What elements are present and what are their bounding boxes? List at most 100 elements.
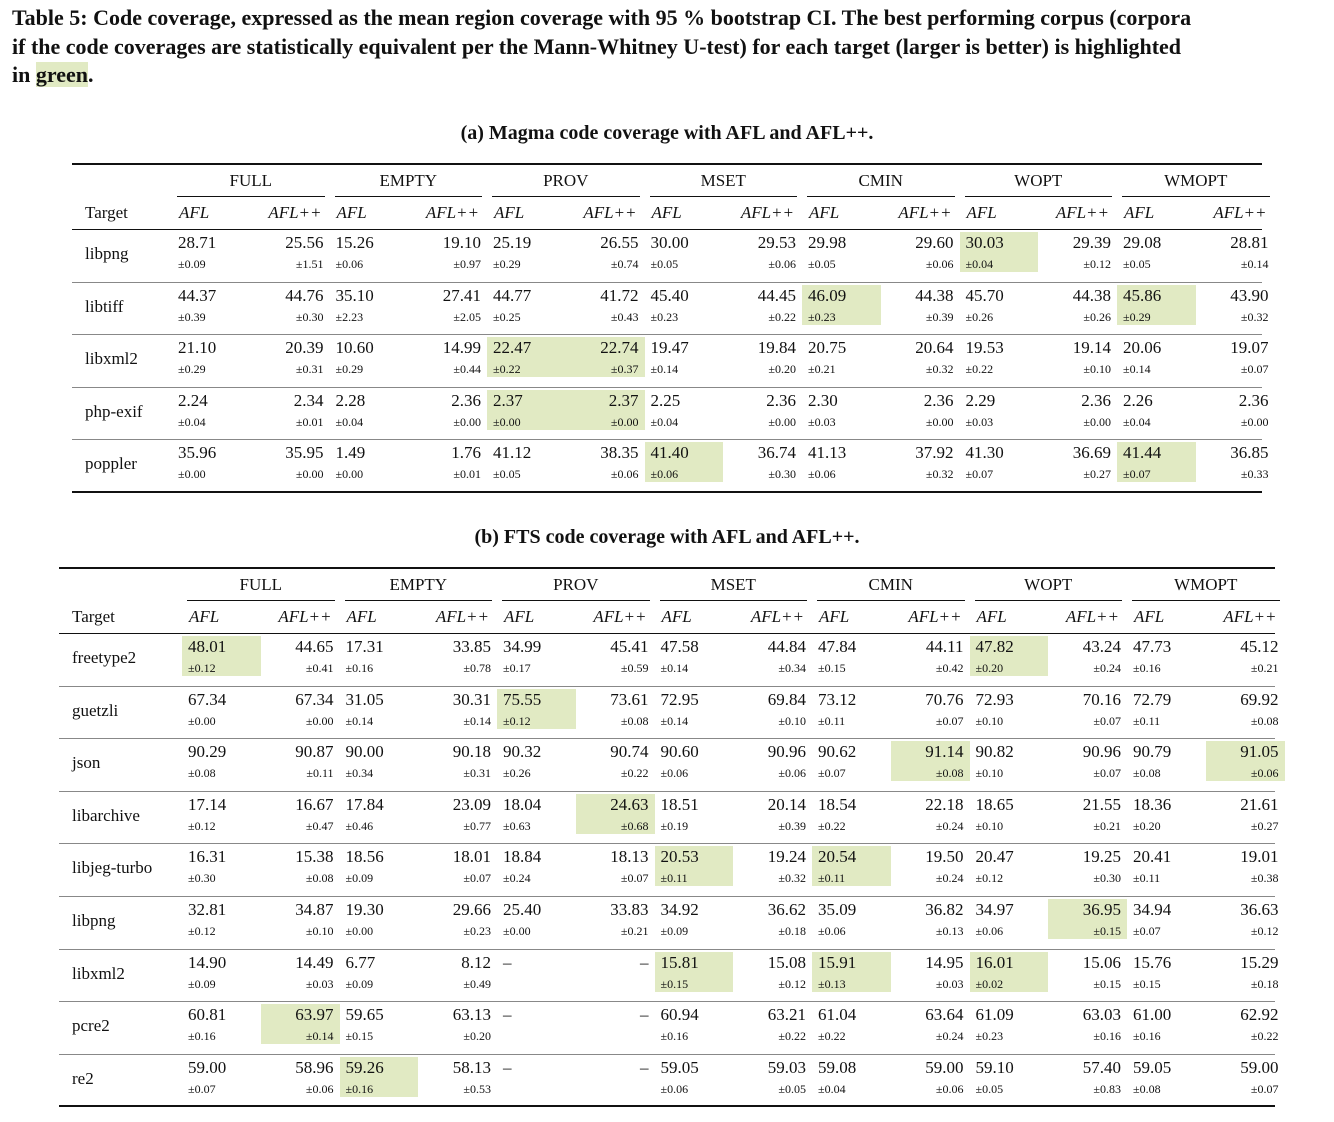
coverage-ci: ±0.11 xyxy=(818,713,846,728)
coverage-mean: 69.84 xyxy=(767,689,806,709)
coverage-ci: ±0.00 xyxy=(503,924,531,938)
coverage-ci: ±0.12 xyxy=(1250,924,1279,938)
coverage-mean: 34.92 xyxy=(660,900,699,919)
coverage-mean: 15.76 xyxy=(1133,952,1172,972)
coverage-cell: 32.81 ±0.12 xyxy=(182,899,261,939)
coverage-ci: ±0.68 xyxy=(620,818,649,833)
coverage-mean: 20.47 xyxy=(975,847,1014,867)
coverage-mean: 20.75 xyxy=(808,338,847,358)
coverage-ci: ±0.08 xyxy=(1133,1081,1161,1096)
coverage-cell: 19.01 ±0.38 xyxy=(1206,846,1285,886)
coverage-mean: 70.76 xyxy=(925,689,964,709)
coverage-cell: 19.25 ±0.30 xyxy=(1048,846,1127,886)
coverage-ci: ±0.20 xyxy=(768,362,796,377)
coverage-mean: 60.81 xyxy=(188,1005,227,1025)
coverage-cell: 21.55 ±0.21 xyxy=(1048,794,1127,834)
coverage-cell: 28.81 ±0.14 xyxy=(1196,232,1275,272)
coverage-ci: ±0.09 xyxy=(188,976,216,991)
best-coverage-cell: 75.55 ±0.12 xyxy=(497,688,576,729)
coverage-mean: 2.25 xyxy=(650,390,681,410)
coverage-cell: 44.45 ±0.22 xyxy=(723,285,802,325)
coverage-cell: 34.99 ±0.17 xyxy=(497,636,576,676)
best-coverage-cell: 41.44 ±0.07 xyxy=(1117,442,1196,483)
row-separator xyxy=(72,281,1262,283)
coverage-cell: 19.47 ±0.14 xyxy=(645,337,724,377)
coverage-cell: 25.40 ±0.00 xyxy=(497,899,576,939)
target-name: libtiff xyxy=(85,296,124,316)
coverage-cell: 36.63 ±0.12 xyxy=(1206,899,1285,939)
target-name: libxml2 xyxy=(85,349,138,369)
coverage-mean: 25.19 xyxy=(493,233,532,252)
column-header-aflpp: AFL++ xyxy=(593,607,647,626)
coverage-ci: ±0.09 xyxy=(660,924,689,938)
target-name: libjeg-turbo xyxy=(72,858,153,878)
coverage-cell: 63.21 ±0.22 xyxy=(733,1004,812,1044)
coverage-mean: 38.35 xyxy=(600,443,639,463)
coverage-mean: 15.08 xyxy=(767,952,806,972)
coverage-ci: ±0.13 xyxy=(935,924,964,938)
coverage-ci: ±0.29 xyxy=(1123,309,1151,324)
coverage-ci: ±0.21 xyxy=(808,362,836,377)
coverage-mean: 1.76 xyxy=(451,443,481,463)
coverage-mean: 19.47 xyxy=(650,338,689,358)
coverage-ci: ±0.30 xyxy=(188,871,216,886)
coverage-mean: 15.81 xyxy=(660,952,699,972)
coverage-cell: 44.76 ±0.30 xyxy=(251,285,330,325)
coverage-mean: 63.97 xyxy=(295,1005,334,1025)
coverage-mean: 29.66 xyxy=(452,900,491,919)
coverage-cell: 19.50 ±0.24 xyxy=(891,846,970,886)
coverage-ci: ±0.08 xyxy=(188,766,216,781)
best-coverage-cell: 15.91 ±0.13 xyxy=(812,951,891,992)
coverage-ci: ±2.23 xyxy=(335,309,364,324)
coverage-cell: 72.79 ±0.11 xyxy=(1127,689,1206,729)
column-group-rule xyxy=(344,600,492,601)
coverage-ci: ±0.09 xyxy=(345,976,374,991)
coverage-mean: 28.81 xyxy=(1230,233,1269,252)
coverage-cell: 23.09 ±0.77 xyxy=(418,794,497,834)
coverage-mean: 90.87 xyxy=(295,742,334,762)
coverage-cell: 29.98 ±0.05 xyxy=(802,232,881,272)
coverage-ci: ±0.20 xyxy=(1133,818,1161,833)
coverage-cell: 90.79 ±0.08 xyxy=(1127,741,1206,781)
coverage-ci: ±0.24 xyxy=(935,818,964,833)
coverage-mean: 67.34 xyxy=(295,689,334,709)
coverage-ci: ±0.78 xyxy=(463,661,491,675)
coverage-ci: ±0.49 xyxy=(463,976,491,991)
coverage-cell: – xyxy=(576,952,655,992)
column-group-rule xyxy=(807,196,955,197)
coverage-ci: ±0.32 xyxy=(1240,309,1269,324)
coverage-mean: 17.31 xyxy=(345,637,384,656)
coverage-ci: ±0.00 xyxy=(925,414,954,429)
coverage-cell: 47.73 ±0.16 xyxy=(1127,636,1206,676)
coverage-cell: 34.87 ±0.10 xyxy=(261,899,340,939)
coverage-mean: 19.10 xyxy=(442,233,481,252)
coverage-mean: 47.84 xyxy=(818,637,857,656)
coverage-cell: 2.36 ±0.00 xyxy=(881,390,960,430)
coverage-mean: 48.01 xyxy=(188,637,227,656)
coverage-cell: 2.25 ±0.04 xyxy=(645,390,724,430)
coverage-mean: 69.92 xyxy=(1240,689,1279,709)
column-group-rule xyxy=(187,600,335,601)
coverage-cell: 44.38 ±0.26 xyxy=(1038,285,1117,325)
coverage-ci: ±0.00 xyxy=(188,713,216,728)
coverage-cell: 90.18 ±0.31 xyxy=(418,741,497,781)
coverage-ci: ±0.19 xyxy=(660,818,689,833)
coverage-mean: 43.24 xyxy=(1082,637,1121,656)
caption-line-3: in green. xyxy=(12,61,1330,90)
coverage-ci: ±0.15 xyxy=(345,1029,374,1044)
coverage-ci: ±0.32 xyxy=(778,871,806,886)
coverage-cell: 43.90 ±0.32 xyxy=(1196,285,1275,325)
coverage-mean: 34.87 xyxy=(295,900,334,919)
coverage-ci: ±0.37 xyxy=(610,362,639,377)
coverage-mean: 59.00 xyxy=(188,1057,227,1077)
row-separator xyxy=(59,896,1275,897)
column-header-aflpp: AFL++ xyxy=(1055,203,1109,222)
best-coverage-cell: 63.97 ±0.14 xyxy=(260,1004,340,1045)
coverage-ci: ±0.00 xyxy=(493,414,521,429)
coverage-cell: 33.85 ±0.78 xyxy=(418,636,497,676)
coverage-mean: 41.40 xyxy=(650,443,689,463)
coverage-ci: ±0.31 xyxy=(295,362,324,377)
coverage-mean: – xyxy=(503,1005,512,1025)
coverage-ci: ±0.97 xyxy=(453,257,481,271)
coverage-cell: 45.12 ±0.21 xyxy=(1206,636,1285,676)
